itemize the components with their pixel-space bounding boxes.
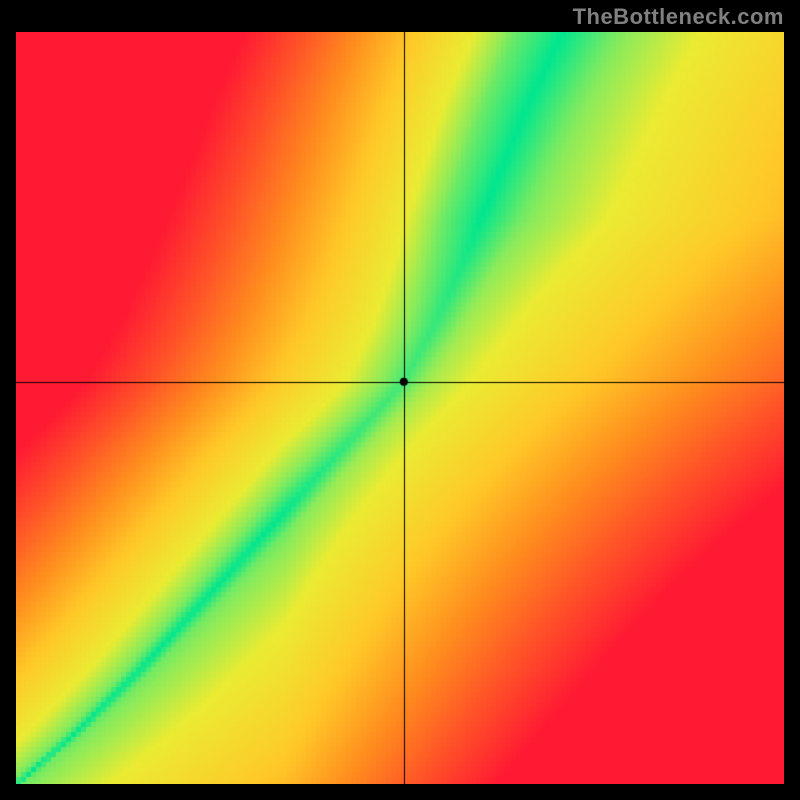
chart-container: TheBottleneck.com bbox=[0, 0, 800, 800]
bottleneck-heatmap bbox=[16, 32, 784, 784]
watermark-text: TheBottleneck.com bbox=[573, 4, 784, 30]
